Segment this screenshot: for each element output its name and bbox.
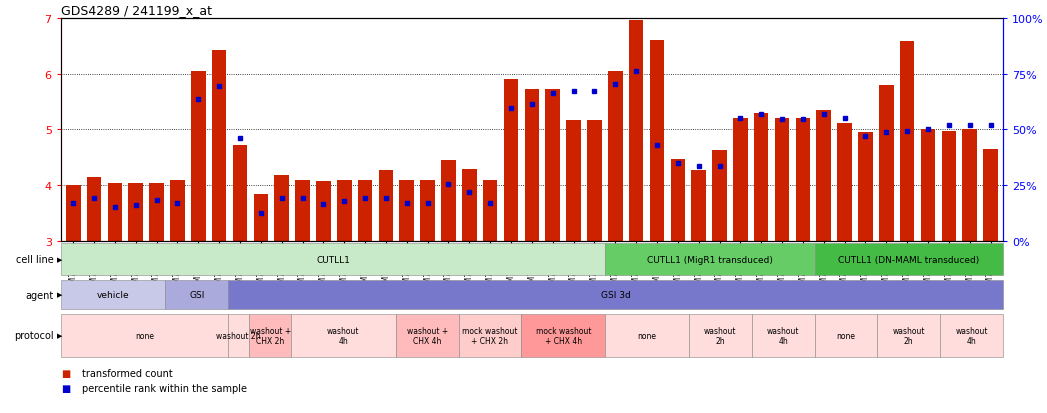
Bar — [274, 176, 289, 242]
Text: washout
4h: washout 4h — [955, 326, 988, 345]
Text: mock washout
+ CHX 4h: mock washout + CHX 4h — [535, 326, 592, 345]
Bar — [253, 194, 268, 242]
Bar — [441, 161, 455, 242]
Bar — [962, 130, 977, 242]
Text: GSI 3d: GSI 3d — [601, 290, 630, 299]
Text: washout
4h: washout 4h — [766, 326, 800, 345]
Bar — [817, 111, 831, 242]
Bar — [920, 130, 935, 242]
Text: ■: ■ — [61, 383, 70, 393]
Text: percentile rank within the sample: percentile rank within the sample — [82, 383, 247, 393]
Text: none: none — [135, 331, 154, 340]
Bar — [462, 169, 476, 242]
Text: CUTLL1 (MigR1 transduced): CUTLL1 (MigR1 transduced) — [647, 255, 773, 264]
Text: transformed count: transformed count — [82, 368, 173, 378]
Bar — [775, 119, 789, 242]
Bar — [150, 183, 164, 242]
Bar — [587, 121, 602, 242]
Bar — [66, 186, 81, 242]
Text: ▶: ▶ — [57, 292, 62, 298]
Bar — [525, 90, 539, 242]
Text: agent: agent — [25, 290, 53, 300]
Text: ▶: ▶ — [57, 332, 62, 339]
Bar — [379, 170, 394, 242]
Bar — [295, 180, 310, 242]
Bar — [171, 180, 184, 242]
Text: GSI: GSI — [190, 290, 204, 299]
Bar — [796, 119, 810, 242]
Bar — [191, 71, 205, 242]
Text: CUTLL1: CUTLL1 — [316, 255, 350, 264]
Text: vehicle: vehicle — [96, 290, 130, 299]
Bar — [108, 183, 122, 242]
Text: none: none — [837, 331, 855, 340]
Bar — [545, 90, 560, 242]
Text: washout
4h: washout 4h — [327, 326, 360, 345]
Bar — [608, 71, 623, 242]
Bar — [691, 170, 706, 242]
Text: mock washout
+ CHX 2h: mock washout + CHX 2h — [462, 326, 518, 345]
Bar — [733, 119, 748, 242]
Bar — [358, 180, 373, 242]
Bar — [129, 183, 143, 242]
Bar — [420, 180, 435, 242]
Bar — [629, 21, 644, 242]
Bar — [941, 131, 956, 242]
Bar — [504, 80, 518, 242]
Bar — [649, 41, 664, 242]
Bar — [566, 121, 581, 242]
Text: washout +
CHX 4h: washout + CHX 4h — [406, 326, 448, 345]
Text: CUTLL1 (DN-MAML transduced): CUTLL1 (DN-MAML transduced) — [839, 255, 979, 264]
Bar — [211, 51, 226, 242]
Text: none: none — [638, 331, 656, 340]
Bar — [87, 178, 102, 242]
Bar — [337, 180, 352, 242]
Bar — [400, 180, 414, 242]
Bar — [879, 85, 893, 242]
Text: ▶: ▶ — [57, 256, 62, 263]
Bar — [232, 146, 247, 242]
Text: washout 2h: washout 2h — [217, 331, 261, 340]
Bar — [670, 160, 685, 242]
Bar — [712, 151, 727, 242]
Bar — [859, 132, 873, 242]
Bar — [838, 123, 852, 242]
Text: washout
2h: washout 2h — [892, 326, 926, 345]
Bar — [316, 181, 331, 242]
Text: protocol: protocol — [14, 331, 53, 341]
Text: ■: ■ — [61, 368, 70, 378]
Text: cell line: cell line — [16, 254, 53, 264]
Text: washout
2h: washout 2h — [704, 326, 737, 345]
Text: washout +
CHX 2h: washout + CHX 2h — [249, 326, 291, 345]
Bar — [899, 42, 914, 242]
Text: GDS4289 / 241199_x_at: GDS4289 / 241199_x_at — [61, 5, 211, 17]
Bar — [754, 113, 768, 242]
Bar — [483, 180, 497, 242]
Bar — [983, 150, 998, 242]
